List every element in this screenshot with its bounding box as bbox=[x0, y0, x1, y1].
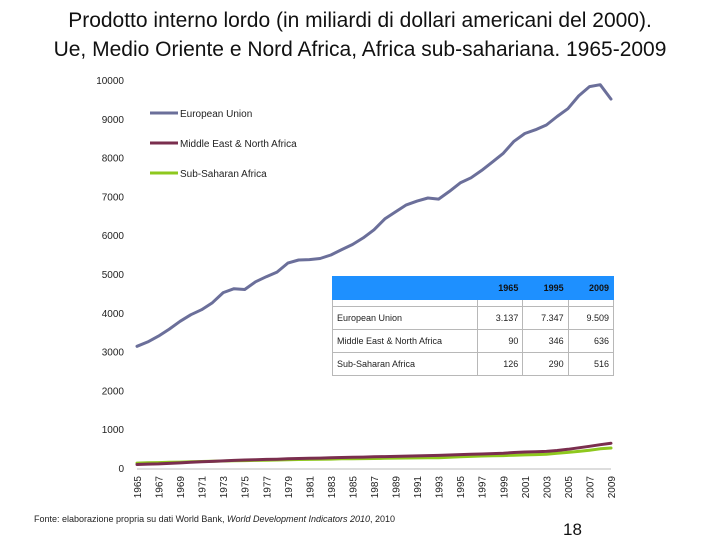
y-tick-label: 7000 bbox=[102, 192, 125, 203]
x-tick-label: 1981 bbox=[305, 476, 316, 499]
x-tick-label: 2005 bbox=[564, 476, 575, 499]
y-tick-label: 1000 bbox=[102, 425, 125, 436]
cell-1995: 290 bbox=[522, 352, 569, 376]
x-tick-label: 1997 bbox=[478, 476, 489, 499]
y-tick-label: 3000 bbox=[102, 348, 125, 359]
y-tick-label: 10000 bbox=[96, 76, 124, 87]
x-tick-label: 1973 bbox=[219, 476, 230, 499]
x-tick-label: 2003 bbox=[542, 476, 553, 499]
cell-2009: 516 bbox=[567, 352, 615, 376]
series-line-middle-east-north-africa bbox=[135, 441, 613, 466]
legend-label: Sub-Saharan Africa bbox=[180, 169, 267, 180]
cell-1965: 90 bbox=[476, 329, 524, 353]
title-line-2: Ue, Medio Oriente e Nord Africa, Africa … bbox=[53, 38, 667, 61]
header-1965: 1965 bbox=[476, 276, 524, 300]
legend-label: Middle East & North Africa bbox=[180, 139, 297, 150]
summary-table-header: 1965 1995 2009 bbox=[332, 276, 615, 300]
x-tick-label: 1965 bbox=[133, 476, 144, 499]
x-tick-label: 1989 bbox=[392, 476, 403, 499]
x-tick-label: 2001 bbox=[521, 476, 532, 499]
row-label: Middle East & North Africa bbox=[332, 329, 478, 353]
row-label: European Union bbox=[332, 306, 478, 330]
x-tick-label: 2009 bbox=[607, 476, 618, 499]
x-tick-label: 1993 bbox=[435, 476, 446, 499]
cell-1995: 346 bbox=[522, 329, 569, 353]
x-tick-label: 1979 bbox=[284, 476, 295, 499]
x-tick-label: 1975 bbox=[241, 476, 252, 499]
x-tick-label: 1985 bbox=[348, 476, 359, 499]
x-tick-label: 1999 bbox=[499, 476, 510, 499]
x-tick-label: 1995 bbox=[456, 476, 467, 499]
cell-2009: 636 bbox=[567, 329, 615, 353]
table-row-ssa: Sub-Saharan Africa 126 290 516 bbox=[332, 352, 615, 376]
y-tick-label: 5000 bbox=[102, 270, 125, 281]
cell-2009: 9.509 bbox=[567, 306, 615, 330]
source-prefix: Fonte: elaborazione propria su dati Worl… bbox=[34, 514, 227, 524]
legend-box bbox=[145, 96, 320, 186]
source-suffix: , 2010 bbox=[370, 514, 396, 524]
series-line-european-union bbox=[135, 83, 613, 348]
x-tick-label: 1987 bbox=[370, 476, 381, 499]
x-tick-label: 1971 bbox=[198, 476, 209, 499]
slide-title: Prodotto interno lordo (in miliardi di d… bbox=[0, 6, 720, 64]
y-tick-label: 2000 bbox=[102, 386, 125, 397]
table-row-eu: European Union 3.137 7.347 9.509 bbox=[332, 306, 615, 330]
source-note: Fonte: elaborazione propria su dati Worl… bbox=[34, 514, 395, 524]
header-2009: 2009 bbox=[567, 276, 615, 300]
y-tick-label: 6000 bbox=[102, 231, 125, 242]
legend-label: European Union bbox=[180, 109, 252, 120]
page-number: 18 bbox=[563, 520, 582, 539]
x-tick-label: 1991 bbox=[413, 476, 424, 499]
x-tick-label: 1967 bbox=[155, 476, 166, 499]
summary-table: 1965 1995 2009 European Union 3.137 7.34… bbox=[332, 276, 615, 376]
table-row-mena: Middle East & North Africa 90 346 636 bbox=[332, 329, 615, 353]
y-tick-label: 4000 bbox=[102, 309, 125, 320]
x-tick-label: 1977 bbox=[262, 476, 273, 499]
x-tick-label: 1969 bbox=[176, 476, 187, 499]
x-tick-label: 1983 bbox=[327, 476, 338, 499]
y-tick-label: 9000 bbox=[102, 115, 125, 126]
y-tick-label: 0 bbox=[118, 464, 124, 475]
cell-1965: 126 bbox=[476, 352, 524, 376]
header-1995: 1995 bbox=[522, 276, 569, 300]
cell-1995: 7.347 bbox=[522, 306, 569, 330]
source-italic: World Development Indicators 2010 bbox=[226, 514, 371, 524]
cell-1965: 3.137 bbox=[476, 306, 524, 330]
y-tick-label: 8000 bbox=[102, 154, 125, 165]
title-line-1: Prodotto interno lordo (in miliardi di d… bbox=[68, 9, 652, 32]
x-tick-label: 2007 bbox=[585, 476, 596, 499]
row-label: Sub-Saharan Africa bbox=[332, 352, 478, 376]
header-blank bbox=[332, 276, 478, 300]
